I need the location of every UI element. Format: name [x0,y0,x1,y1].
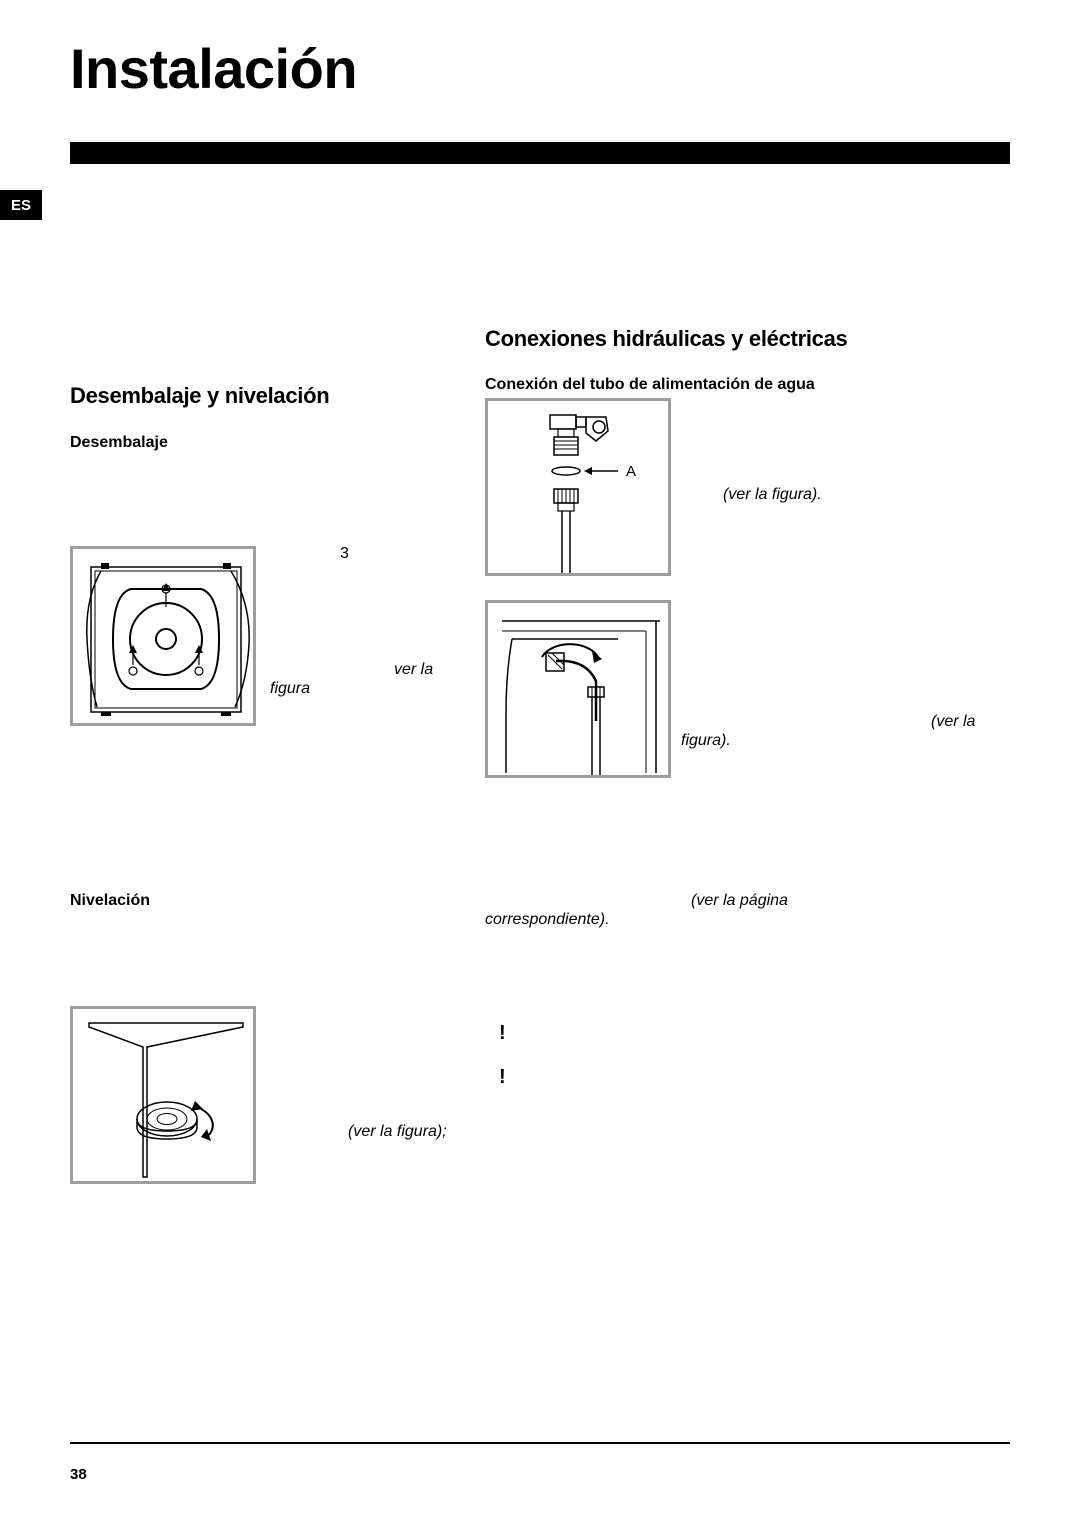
fig-ref-pagina-a: (ver la página [691,892,788,910]
section-head-desembalaje: Desembalaje y nivelación [70,383,475,409]
leveling-foot-icon [73,1009,259,1187]
footer-rule [70,1442,1010,1444]
figure-inlet-back [485,600,671,778]
step-number-3: 3 [340,545,349,563]
sub-head-conexion-tubo: Conexión del tubo de alimentación de agu… [485,376,1010,394]
page-title: Instalación [70,36,357,101]
bang-2: ! [499,1066,506,1089]
sub-head-desembalaje: Desembalaje [70,434,475,452]
fig-ref-pagina-b: correspondiente). [485,911,610,929]
fig-ref-verla-1b: figura [270,680,310,698]
lang-badge: ES [0,190,42,220]
sub-head-nivelacion: Nivelación [70,892,150,910]
figure-leveling-foot [70,1006,256,1184]
fig-ref-verla-r2a: (ver la [931,713,975,731]
title-underline-bar [70,142,1010,164]
page-number: 38 [70,1466,87,1483]
fig-ref-verla-1a: ver la [394,661,433,679]
fig-ref-verla-r1: (ver la figura). [723,486,822,504]
section-head-conexiones: Conexiones hidráulicas y eléctricas [485,326,1010,352]
inlet-back-icon [488,603,674,781]
left-column: Desembalaje y nivelación Desembalaje 3 [70,383,475,460]
bang-1: ! [499,1022,506,1045]
right-column: Conexiones hidráulicas y eléctricas Cone… [485,326,1010,402]
fig-ref-verla-2: (ver la figura); [348,1123,447,1141]
label-A-inner: A [626,463,636,480]
tap-connection-icon: A [488,401,674,579]
figure-tap-connection: A [485,398,671,576]
fig-ref-verla-r2b: figura). [681,732,731,750]
washer-back-icon [73,549,259,729]
figure-washer-back [70,546,256,726]
